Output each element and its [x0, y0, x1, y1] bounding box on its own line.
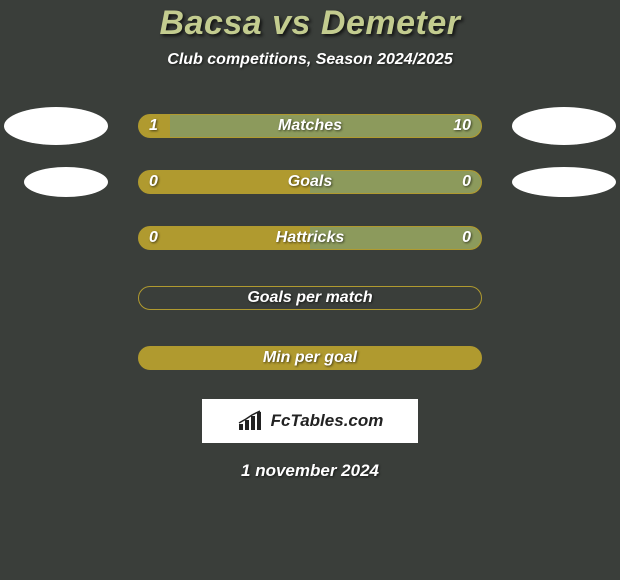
stat-bar: 0 Goals 0 [138, 170, 482, 194]
page-subtitle: Club competitions, Season 2024/2025 [0, 51, 620, 69]
stat-rows: 1 Matches 10 0 Goals 0 0 Hattricks 0 Goals per ma… [0, 107, 620, 377]
player-avatar-right [512, 167, 616, 197]
stat-row: Goals per match [0, 279, 620, 317]
stat-label: Goals per match [247, 289, 372, 307]
stat-value-left: 0 [149, 229, 158, 247]
chart-icon [237, 410, 265, 432]
stat-row: 0 Hattricks 0 [0, 219, 620, 257]
bar-fill-right [310, 171, 481, 193]
stat-bar: 1 Matches 10 [138, 114, 482, 138]
stat-label: Hattricks [276, 229, 344, 247]
stat-bar: 0 Hattricks 0 [138, 226, 482, 250]
stat-row: 0 Goals 0 [0, 167, 620, 197]
stat-value-right: 0 [462, 229, 471, 247]
page-title: Bacsa vs Demeter [0, 4, 620, 43]
stat-bar: Min per goal [138, 346, 482, 370]
stat-label: Matches [278, 117, 342, 135]
stat-label: Goals [288, 173, 332, 191]
stat-row: Min per goal [0, 339, 620, 377]
date-text: 1 november 2024 [0, 461, 620, 481]
comparison-card: Bacsa vs Demeter Club competitions, Seas… [0, 0, 620, 481]
player-avatar-left [24, 167, 108, 197]
logo-text: FcTables.com [271, 411, 384, 431]
stat-value-right: 0 [462, 173, 471, 191]
logo-badge[interactable]: FcTables.com [202, 399, 418, 443]
stat-bar: Goals per match [138, 286, 482, 310]
stat-row: 1 Matches 10 [0, 107, 620, 145]
player-avatar-left [4, 107, 108, 145]
stat-value-right: 10 [453, 117, 471, 135]
stat-value-left: 0 [149, 173, 158, 191]
player-avatar-right [512, 107, 616, 145]
stat-value-left: 1 [149, 117, 158, 135]
stat-label: Min per goal [263, 349, 357, 367]
